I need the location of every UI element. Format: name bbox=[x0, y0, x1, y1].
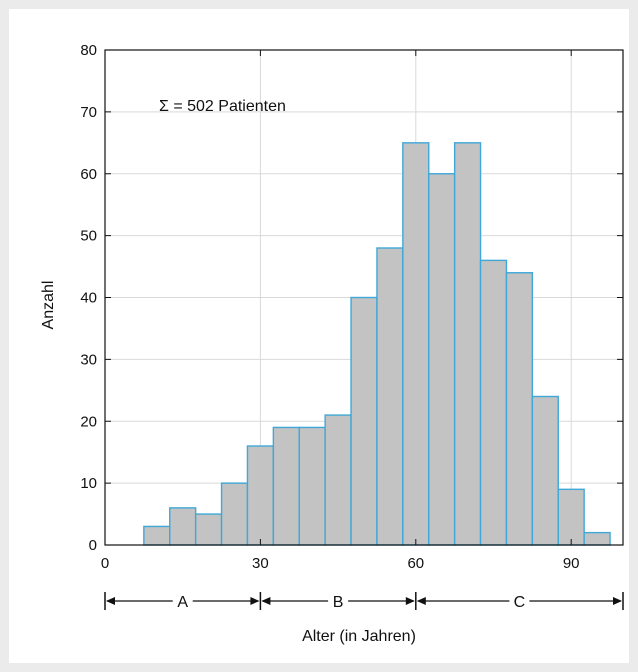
y-axis-label: Anzahl bbox=[40, 281, 57, 330]
histogram-bar bbox=[298, 426, 326, 546]
histogram-bar bbox=[143, 525, 171, 546]
y-tick-label: 40 bbox=[80, 290, 97, 307]
range-arrowhead bbox=[106, 597, 115, 605]
range-arrowhead bbox=[416, 597, 426, 605]
histogram-bar bbox=[531, 395, 559, 546]
histogram-bar bbox=[505, 272, 534, 546]
y-tick-label: 80 bbox=[80, 42, 97, 59]
x-tick-label: 90 bbox=[563, 555, 580, 572]
y-tick-label: 30 bbox=[80, 351, 97, 368]
histogram-bar bbox=[194, 513, 223, 546]
x-tick-label: 30 bbox=[252, 555, 269, 572]
age-group-label: B bbox=[333, 594, 344, 611]
range-arrowhead bbox=[250, 597, 260, 605]
axis-ticks: 0 10 20 30 40 50 60 70 80 0 30 60 90 bbox=[80, 42, 623, 572]
y-tick-label: 0 bbox=[89, 537, 97, 554]
histogram-bar bbox=[583, 531, 611, 546]
sum-annotation: Σ = 502 Patienten bbox=[159, 98, 286, 115]
histogram-bar bbox=[428, 173, 456, 546]
histogram-bar bbox=[246, 445, 275, 546]
y-tick-label: 60 bbox=[80, 166, 97, 183]
chart-panel: 0 10 20 30 40 50 60 70 80 0 30 60 90 A B C Σ = 502 Pat… bbox=[9, 9, 629, 663]
range-arrowhead bbox=[261, 597, 271, 605]
histogram-bar bbox=[350, 296, 378, 546]
histogram-bar bbox=[169, 507, 197, 546]
y-tick-label: 50 bbox=[80, 228, 97, 245]
x-tick-label: 60 bbox=[407, 555, 424, 572]
range-arrowhead bbox=[405, 597, 415, 605]
bars-group bbox=[143, 142, 611, 546]
age-group-ranges: A B C bbox=[104, 592, 624, 611]
range-arrowhead bbox=[613, 597, 622, 605]
histogram-bar bbox=[402, 142, 430, 546]
x-axis-label: Alter (in Jahren) bbox=[302, 628, 416, 645]
x-tick-label: 0 bbox=[101, 555, 109, 572]
histogram-bar bbox=[324, 414, 352, 546]
histogram-bar bbox=[220, 482, 249, 546]
y-tick-label: 10 bbox=[80, 475, 97, 492]
histogram-bar bbox=[479, 259, 508, 546]
y-tick-label: 20 bbox=[80, 413, 97, 430]
age-group-label: A bbox=[177, 594, 188, 611]
age-group-label: C bbox=[514, 594, 526, 611]
histogram-bar bbox=[557, 488, 585, 546]
histogram-bar bbox=[453, 142, 482, 546]
y-tick-label: 70 bbox=[80, 104, 97, 121]
histogram-chart: 0 10 20 30 40 50 60 70 80 0 30 60 90 A B C Σ = 502 Pat… bbox=[40, 42, 624, 645]
histogram-bar bbox=[272, 426, 300, 546]
histogram-bar bbox=[376, 247, 404, 546]
